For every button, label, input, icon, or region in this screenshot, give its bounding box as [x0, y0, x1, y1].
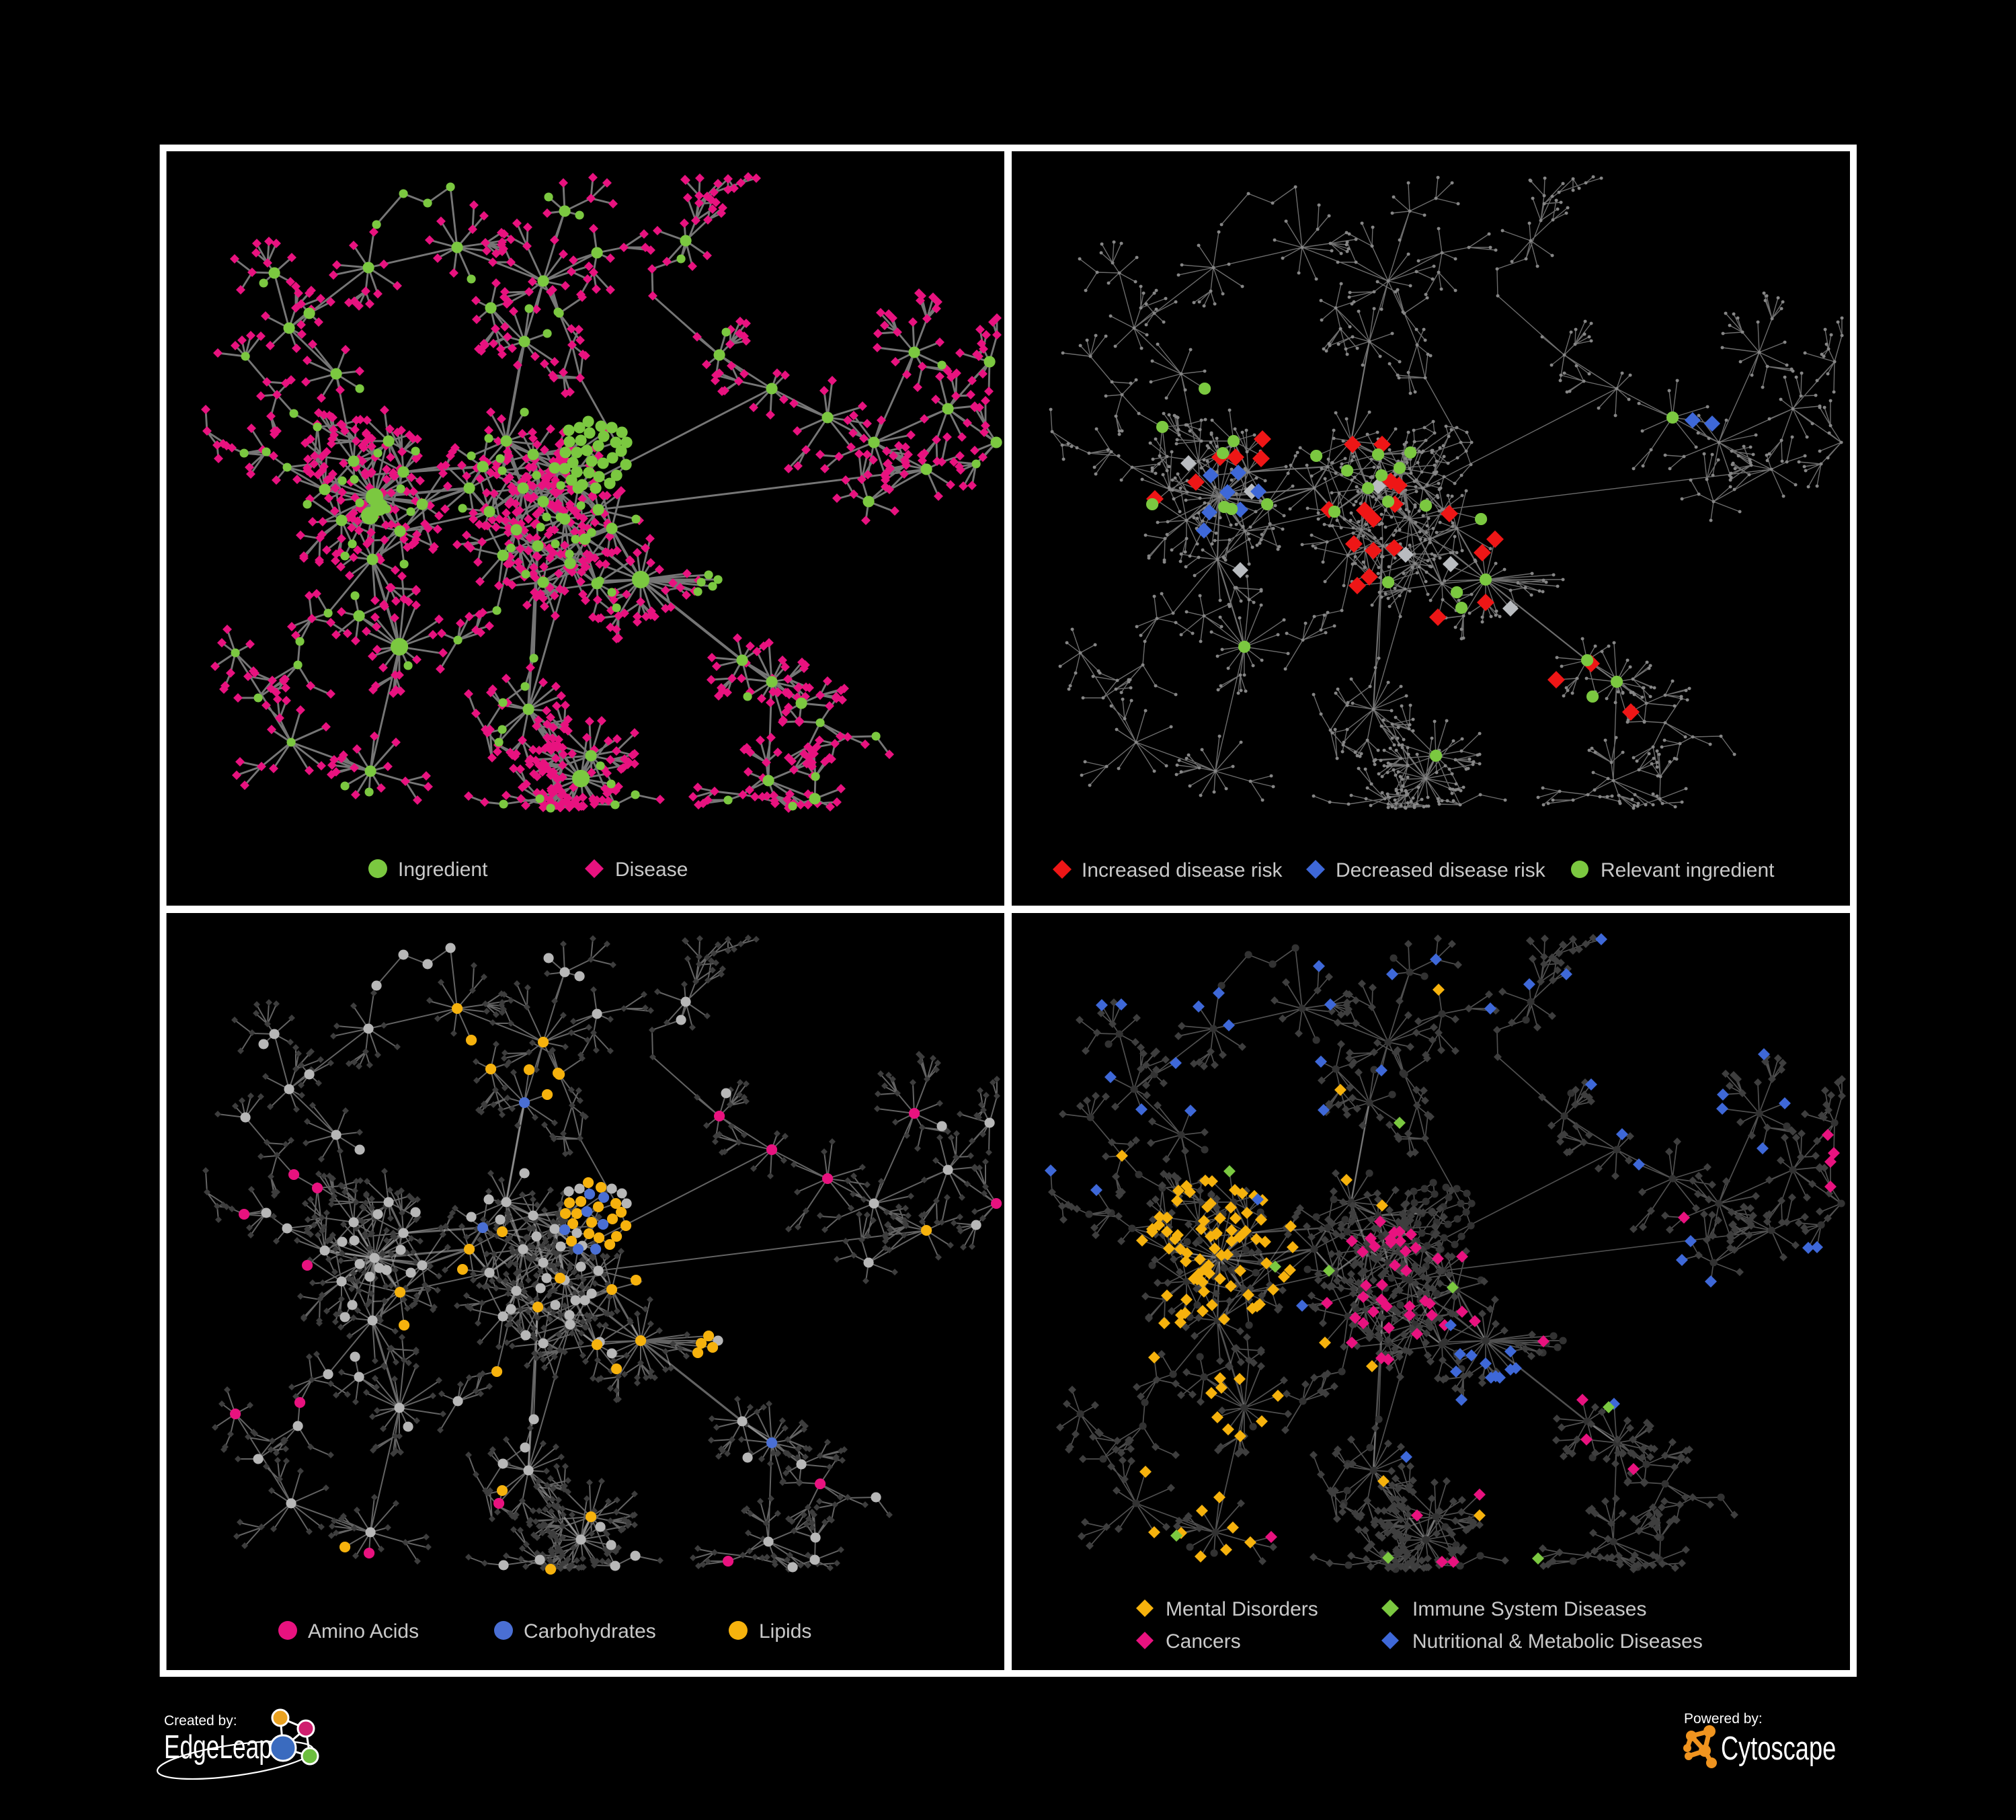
svg-text:Created by:: Created by:	[164, 1713, 237, 1729]
svg-text:Powered by:: Powered by:	[1684, 1711, 1763, 1727]
svg-text:Increased disease risk: Increased disease risk	[1082, 859, 1283, 881]
svg-text:Carbohydrates: Carbohydrates	[524, 1620, 656, 1643]
svg-text:Cancers: Cancers	[1166, 1630, 1241, 1653]
svg-text:Nutritional & Metabolic Diseas: Nutritional & Metabolic Diseases	[1412, 1630, 1703, 1653]
svg-text:Disease: Disease	[615, 859, 688, 881]
svg-text:Amino Acids: Amino Acids	[308, 1620, 419, 1643]
svg-text:Lipids: Lipids	[759, 1620, 811, 1643]
svg-text:Ingredient: Ingredient	[398, 859, 488, 881]
svg-text:Decreased disease risk: Decreased disease risk	[1336, 859, 1546, 881]
svg-text:Relevant ingredient: Relevant ingredient	[1601, 859, 1775, 881]
svg-text:Mental Disorders: Mental Disorders	[1166, 1598, 1318, 1620]
svg-text:Cytoscape: Cytoscape	[1721, 1731, 1836, 1768]
svg-text:Immune System Diseases: Immune System Diseases	[1412, 1598, 1646, 1620]
